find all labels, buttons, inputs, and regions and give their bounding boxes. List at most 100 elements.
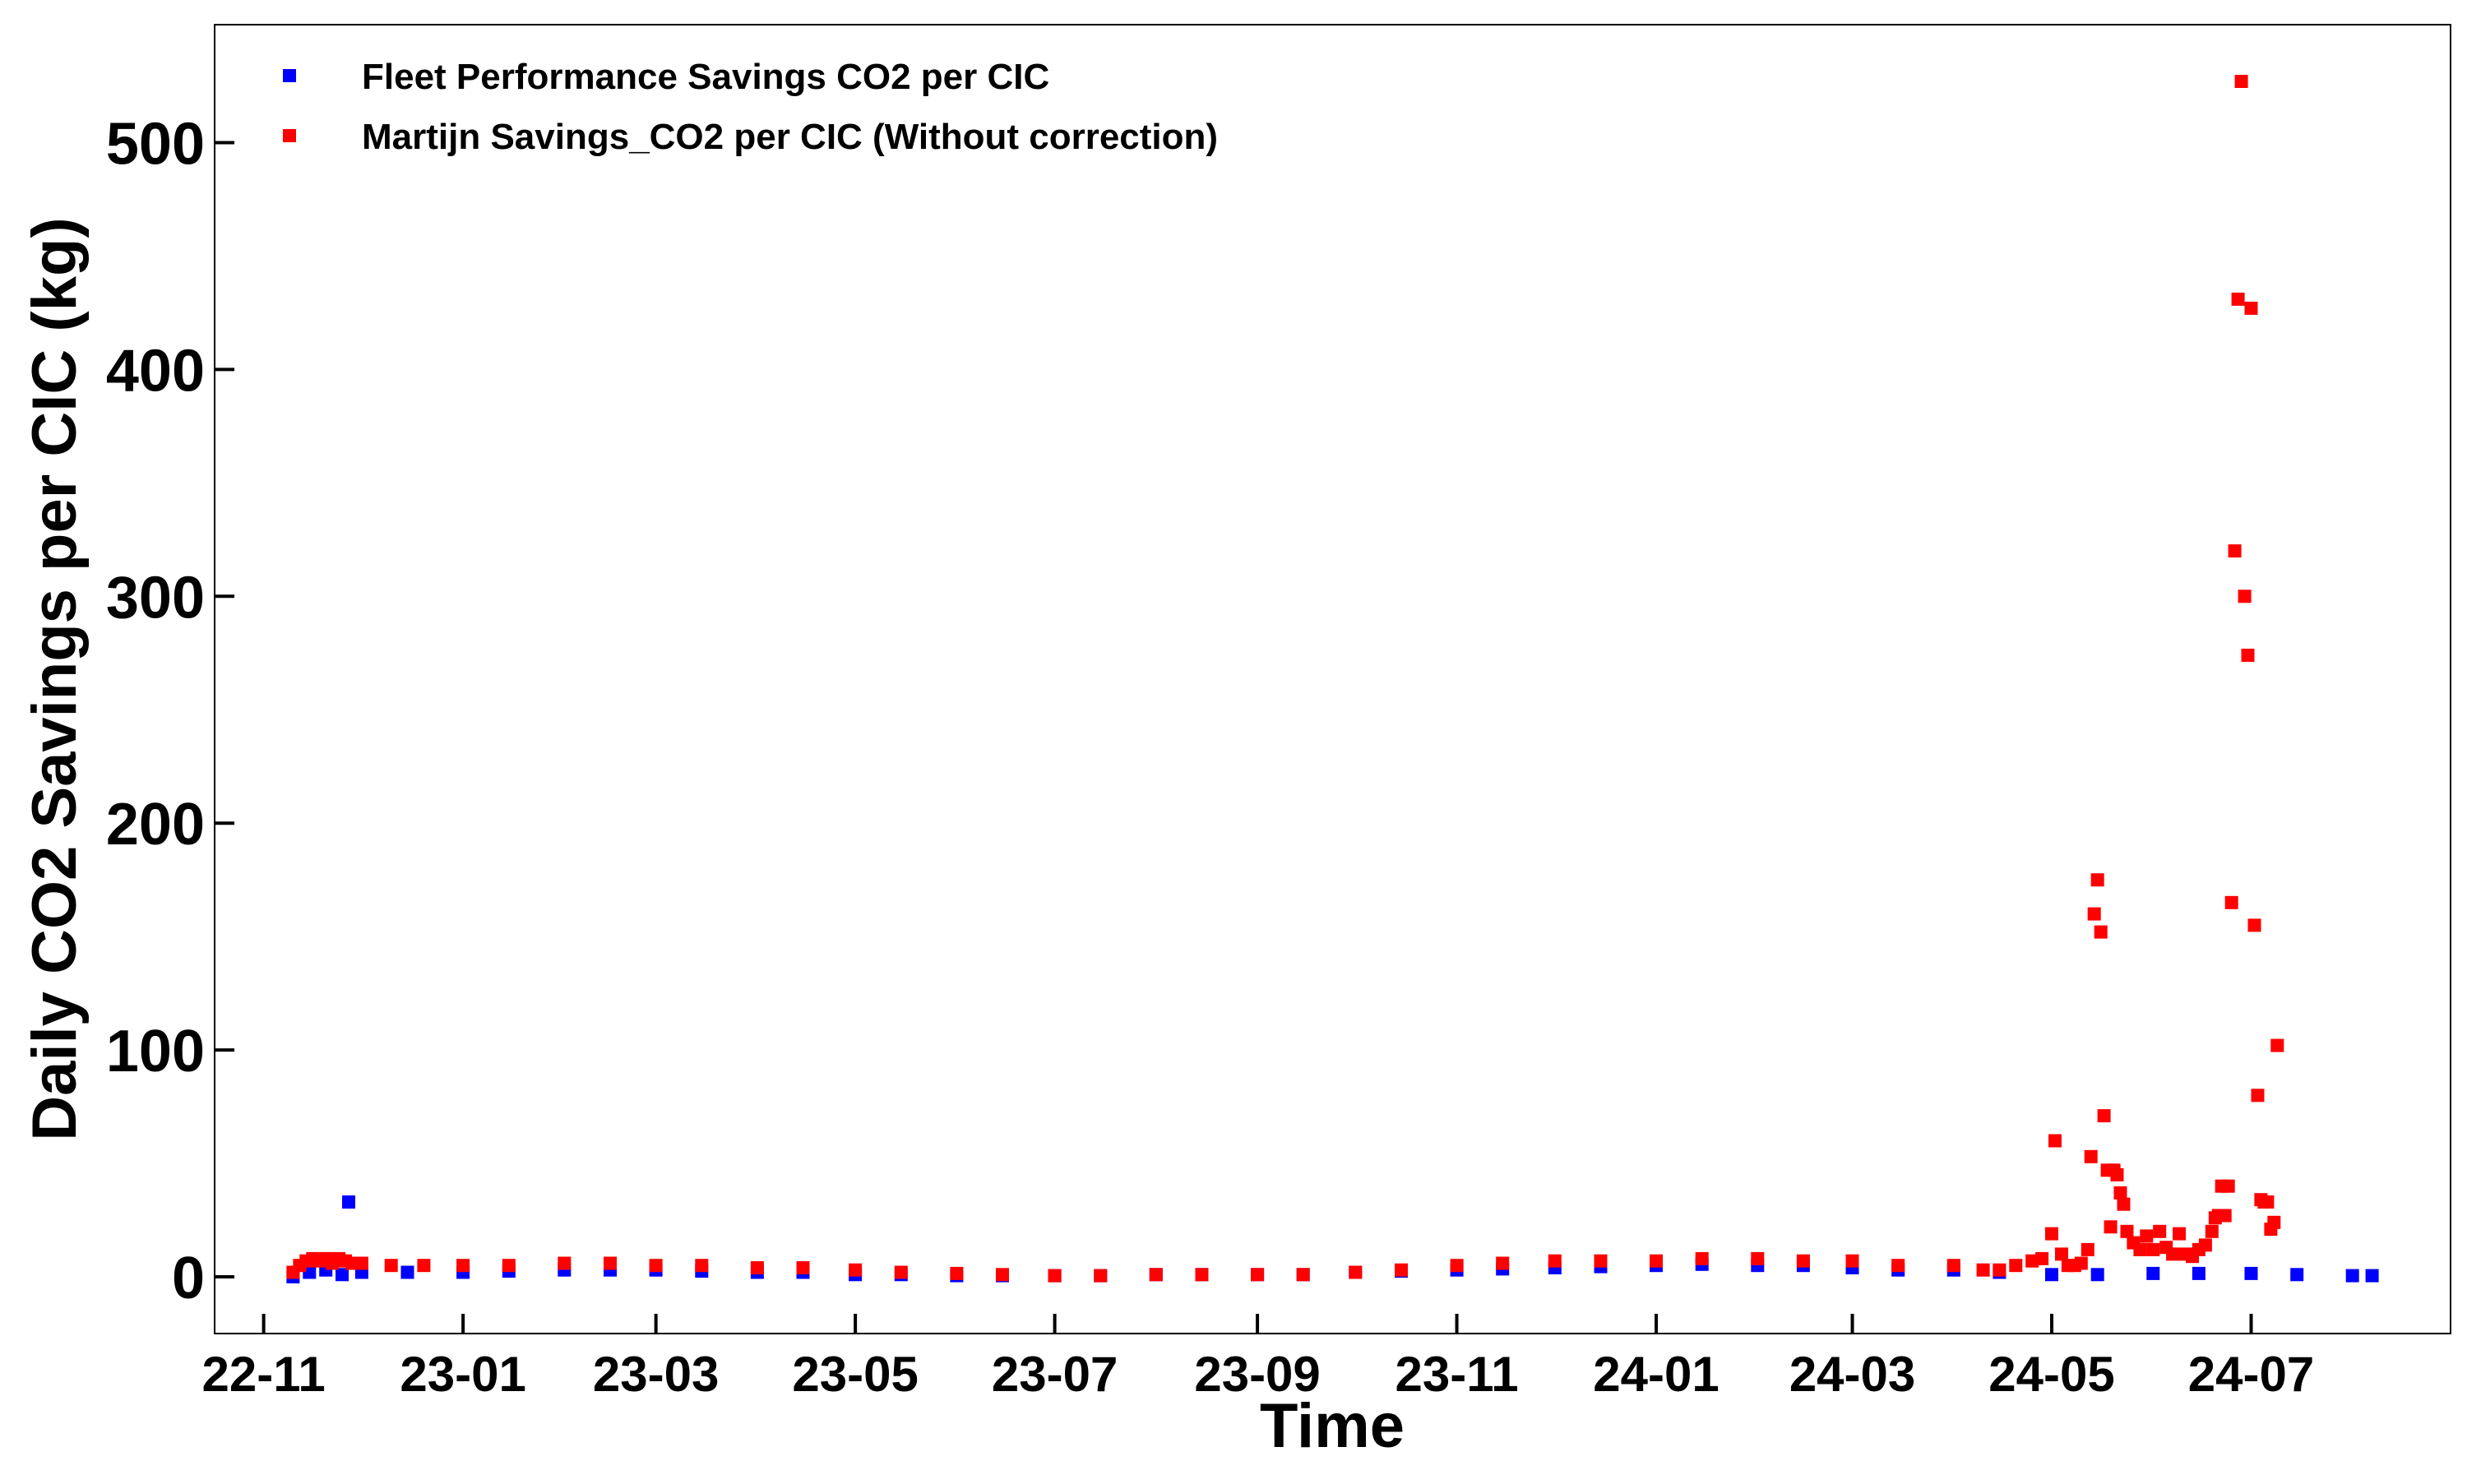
data-point (1845, 1254, 1859, 1268)
data-point (2045, 1268, 2058, 1282)
data-point (1149, 1268, 1163, 1282)
data-point (336, 1268, 349, 1282)
y-axis-title: Daily CO2 Savings per CIC (kg) (20, 217, 90, 1140)
data-point (2045, 1227, 2058, 1241)
data-point (1695, 1251, 1709, 1265)
data-point (2221, 1179, 2235, 1193)
data-point (2090, 873, 2104, 887)
data-point (1048, 1269, 1062, 1283)
x-tick-label: 23-11 (1395, 1347, 1518, 1402)
data-point (2048, 1134, 2062, 1148)
data-point (2247, 918, 2261, 932)
data-points (286, 75, 2379, 1283)
x-tick-label: 22-11 (202, 1347, 326, 1402)
data-point (2113, 1186, 2127, 1200)
data-point (2140, 1229, 2154, 1243)
x-tick-label: 23-03 (593, 1347, 719, 1402)
data-point (849, 1263, 863, 1277)
data-point (354, 1256, 368, 1270)
data-point (400, 1265, 414, 1279)
data-point (2365, 1269, 2379, 1283)
x-tick-label: 24-01 (1593, 1347, 1719, 1402)
data-point (2241, 649, 2255, 662)
axes: 0 100 200 300 400 500 22-11 23-01 23-03 23-05 23-0… (106, 111, 2314, 1402)
x-tick-label: 24-03 (1789, 1347, 1915, 1402)
data-point (2290, 1268, 2304, 1282)
data-point (2035, 1251, 2049, 1265)
data-point (2198, 1238, 2212, 1252)
data-point (2192, 1266, 2205, 1280)
data-point (2251, 1089, 2265, 1103)
data-point (950, 1266, 964, 1280)
data-point (1891, 1259, 1905, 1273)
data-point (1751, 1251, 1765, 1265)
data-point (1296, 1268, 1310, 1282)
x-tick-label: 23-05 (792, 1347, 918, 1402)
data-point (2087, 907, 2101, 921)
data-point (2153, 1224, 2167, 1238)
data-point (695, 1259, 709, 1273)
y-tick-label: 0 (172, 1246, 205, 1311)
data-point (2084, 1149, 2098, 1163)
legend-label: Martijn Savings_CO2 per CIC (Without cor… (362, 117, 1218, 157)
data-point (1976, 1263, 1990, 1277)
data-point (1094, 1269, 1108, 1283)
data-point (2234, 75, 2248, 88)
legend-marker (283, 129, 296, 142)
data-point (558, 1256, 572, 1270)
data-point (2238, 589, 2252, 603)
series-2 (286, 75, 2284, 1283)
data-point (894, 1265, 908, 1279)
data-point (1450, 1259, 1464, 1273)
x-tick-label: 24-05 (1988, 1347, 2114, 1402)
data-point (2120, 1224, 2134, 1238)
y-tick-label: 400 (106, 338, 205, 404)
data-point (2009, 1259, 2023, 1273)
data-point (1395, 1263, 1408, 1277)
data-point (2228, 544, 2242, 558)
data-point (1349, 1265, 1363, 1279)
data-point (1650, 1254, 1663, 1268)
data-point (2173, 1227, 2187, 1241)
data-point (2205, 1224, 2219, 1238)
x-tick-label: 24-07 (2188, 1347, 2314, 1402)
data-point (2166, 1247, 2180, 1261)
data-point (649, 1259, 663, 1273)
data-point (2244, 301, 2258, 315)
legend-marker (283, 69, 296, 82)
data-point (2117, 1197, 2131, 1211)
legend: Fleet Performance Savings CO2 per CIC Mar… (283, 57, 1218, 157)
data-point (2261, 1195, 2275, 1209)
x-tick-label: 23-09 (1194, 1347, 1320, 1402)
data-point (384, 1259, 398, 1273)
data-point (2224, 895, 2238, 909)
data-point (2110, 1167, 2124, 1181)
data-point (796, 1261, 810, 1274)
data-point (2231, 292, 2245, 306)
data-point (2218, 1209, 2232, 1223)
data-point (1195, 1268, 1209, 1282)
data-point (1251, 1268, 1265, 1282)
y-tick-label: 300 (106, 565, 205, 631)
data-point (2090, 1268, 2104, 1282)
x-tick-label: 23-01 (400, 1347, 525, 1402)
plot-area (214, 24, 2451, 1334)
data-point (456, 1259, 470, 1273)
data-point (1993, 1263, 2006, 1277)
y-tick-label: 200 (106, 792, 205, 858)
data-point (2081, 1242, 2094, 1256)
data-point (1796, 1254, 1810, 1268)
data-point (996, 1268, 1009, 1282)
data-point (2267, 1215, 2281, 1229)
data-point (604, 1256, 617, 1270)
data-point (2074, 1256, 2088, 1270)
data-point (2097, 1109, 2111, 1123)
data-point (2244, 1266, 2258, 1280)
x-tick-label: 23-07 (992, 1347, 1118, 1402)
y-tick-label: 100 (106, 1019, 205, 1084)
data-point (342, 1195, 355, 1209)
data-point (2345, 1269, 2359, 1283)
data-point (2055, 1247, 2068, 1261)
y-tick-label: 500 (106, 111, 205, 177)
data-point (2133, 1242, 2147, 1256)
